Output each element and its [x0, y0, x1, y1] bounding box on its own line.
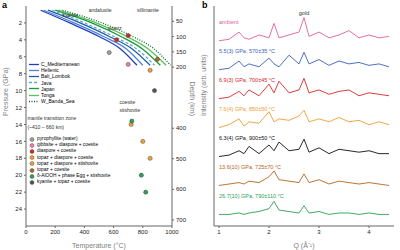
svg-text:coesite: coesite — [119, 99, 135, 105]
svg-text:26.7(10) GPa, 790±110 °C: 26.7(10) GPa, 790±110 °C — [219, 193, 284, 199]
html-text:C_Mediterranean: C_Mediterranean — [41, 61, 80, 67]
svg-text:4: 4 — [19, 37, 23, 43]
svg-text:1000: 1000 — [165, 229, 179, 235]
svg-text:20: 20 — [15, 172, 22, 178]
svg-text:5.5(3) GPa, 570±35 °C: 5.5(3) GPa, 570±35 °C — [219, 48, 275, 54]
svg-text:2: 2 — [19, 20, 23, 26]
svg-text:200: 200 — [176, 64, 187, 70]
svg-text:kyanite: kyanite — [63, 12, 79, 18]
svg-text:quartz: quartz — [108, 25, 122, 31]
html-text:topaz + coesite: topaz + coesite — [37, 167, 70, 172]
svg-text:sillimanite: sillimanite — [137, 7, 159, 13]
svg-text:mantle transition zone: mantle transition zone — [27, 115, 76, 121]
svg-text:2: 2 — [267, 229, 271, 235]
svg-text:Q (Å⁻¹): Q (Å⁻¹) — [293, 241, 314, 250]
svg-text:Temperature (°C): Temperature (°C) — [72, 242, 126, 250]
svg-text:(~410 – 660 km): (~410 – 660 km) — [27, 124, 64, 130]
html-text:diaspore + coesite: diaspore + coesite — [37, 148, 77, 154]
svg-text:500: 500 — [176, 156, 187, 162]
svg-text:6.3(4) GPa, 900±50 °C: 6.3(4) GPa, 900±50 °C — [219, 135, 275, 141]
svg-text:13.6(10) GPa, 725±70 °C: 13.6(10) GPa, 725±70 °C — [219, 164, 281, 170]
svg-text:400: 400 — [176, 125, 187, 131]
html-text:topaz + diaspore + stishovite: topaz + diaspore + stishovite — [37, 160, 99, 166]
svg-text:16: 16 — [15, 139, 22, 145]
svg-text:gold: gold — [299, 10, 309, 16]
svg-text:6: 6 — [19, 54, 23, 60]
html-text:Hellenic: Hellenic — [41, 67, 59, 74]
svg-text:4: 4 — [367, 229, 371, 235]
svg-text:18: 18 — [15, 155, 22, 161]
svg-text:0: 0 — [24, 229, 28, 235]
svg-text:14: 14 — [15, 122, 22, 128]
svg-text:150: 150 — [176, 49, 187, 55]
svg-text:Intensity (arb. units): Intensity (arb. units) — [200, 55, 208, 116]
html-text:pyrophyllite (water): pyrophyllite (water) — [37, 136, 78, 141]
svg-text:600: 600 — [109, 229, 120, 235]
html-text:Java: Java — [41, 79, 52, 86]
svg-text:1: 1 — [217, 229, 221, 235]
svg-text:800: 800 — [138, 229, 149, 235]
html-text:δ-AlOOH + phase Egg + stishovi: δ-AlOOH + phase Egg + stishovite — [37, 173, 111, 179]
svg-text:Pressure (GPa): Pressure (GPa) — [8, 67, 10, 116]
svg-text:andalusite: andalusite — [89, 7, 112, 13]
svg-text:Depth (km): Depth (km) — [188, 81, 196, 116]
svg-text:7.6(4) GPa, 850±50 °C: 7.6(4) GPa, 850±50 °C — [219, 106, 275, 112]
svg-text:50: 50 — [176, 18, 183, 24]
svg-text:22: 22 — [15, 189, 22, 195]
svg-text:600: 600 — [176, 186, 187, 192]
svg-text:6.9(3) GPa, 700±45 °C: 6.9(3) GPa, 700±45 °C — [219, 77, 275, 83]
svg-text:12: 12 — [15, 105, 22, 111]
svg-text:100: 100 — [176, 34, 187, 40]
svg-text:stishovite: stishovite — [119, 107, 140, 113]
html-text:Bali_Lombok: Bali_Lombok — [41, 73, 70, 80]
svg-text:700: 700 — [176, 217, 187, 223]
html-text:kyanite + topaz + coesite: kyanite + topaz + coesite — [37, 179, 91, 185]
html-text:b: b — [202, 0, 208, 10]
html-text:W_Banda_Sea: W_Banda_Sea — [41, 98, 75, 105]
html-text:gibbsite + diaspore + coesite: gibbsite + diaspore + coesite — [37, 142, 99, 148]
svg-text:400: 400 — [79, 229, 90, 235]
html-text:Tonga: Tonga — [41, 92, 55, 98]
svg-text:10: 10 — [15, 88, 22, 94]
svg-text:3: 3 — [317, 229, 321, 235]
html-text:a: a — [2, 0, 7, 10]
html-text:Japan: Japan — [41, 85, 55, 92]
svg-text:8: 8 — [19, 71, 23, 77]
svg-text:200: 200 — [50, 229, 61, 235]
svg-text:ambient: ambient — [219, 19, 239, 25]
svg-text:24: 24 — [15, 206, 22, 212]
html-text:topaz + diaspore + coesite: topaz + diaspore + coesite — [37, 154, 94, 160]
